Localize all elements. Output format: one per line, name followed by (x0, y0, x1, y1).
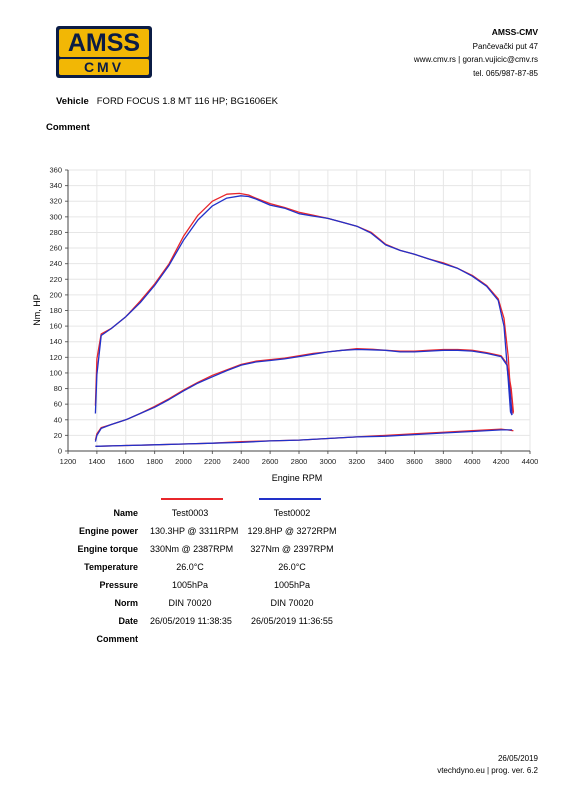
legend-line-test1 (161, 498, 223, 500)
results-cell-test2: Test0002 (273, 508, 311, 518)
company-phone: tel. 065/987-87-85 (473, 68, 538, 78)
results-row-label: Norm (114, 598, 138, 608)
vehicle-value: FORD FOCUS 1.8 MT 116 HP; BG1606EK (96, 96, 279, 107)
results-cell-test1: 26/05/2019 11:38:35 (150, 616, 232, 626)
x-tick-label: 2800 (291, 457, 308, 466)
x-tick-label: 4400 (522, 457, 539, 466)
results-cell-test1: 26.0°C (176, 562, 204, 572)
footer: 26/05/2019 vtechdyno.eu | prog. ver. 6.2 (437, 753, 538, 777)
x-tick-label: 2200 (204, 457, 221, 466)
y-tick-label: 240 (49, 259, 62, 268)
company-logo: AMSS CMV (56, 26, 152, 78)
y-tick-label: 100 (49, 368, 62, 377)
x-tick-label: 2600 (262, 457, 279, 466)
series-line-torque-test1 (94, 192, 515, 414)
results-cell-test2: 327Nm @ 2397RPM (250, 544, 334, 554)
results-cell-test2: 129.8HP @ 3272RPM (247, 526, 337, 536)
vehicle-label: Vehicle (56, 96, 89, 107)
results-row-label: Engine torque (77, 544, 139, 554)
results-row-label: Name (113, 508, 138, 518)
results-row-label: Comment (96, 634, 138, 644)
y-tick-label: 280 (49, 228, 62, 237)
x-tick-label: 1200 (60, 457, 77, 466)
results-cell-test1: 1005hPa (171, 580, 209, 590)
results-cell-test1: Test0003 (171, 508, 209, 518)
vehicle-line: Vehicle FORD FOCUS 1.8 MT 116 HP; BG1606E… (56, 96, 278, 107)
results-cell-test1: 130.3HP @ 3311RPM (150, 526, 239, 536)
x-tick-label: 1600 (117, 457, 134, 466)
results-row-label: Temperature (84, 562, 138, 572)
y-tick-label: 220 (49, 275, 62, 284)
x-tick-label: 2400 (233, 457, 250, 466)
y-tick-label: 160 (49, 322, 62, 331)
y-tick-label: 200 (49, 290, 62, 299)
logo-top-text: AMSS (59, 29, 149, 57)
y-tick-label: 360 (49, 166, 62, 175)
logo-bottom-text: CMV (59, 59, 149, 75)
company-web: www.cmv.rs | goran.vujicic@cmv.rs (413, 55, 538, 64)
chart-grid (67, 169, 531, 452)
company-address: Pančevački put 47 (472, 41, 538, 51)
results-cell-test2: 1005hPa (273, 580, 311, 590)
y-tick-label: 120 (49, 353, 62, 362)
x-tick-label: 3800 (435, 457, 452, 466)
y-tick-label: 40 (54, 415, 62, 424)
series-line-loss-test2 (95, 429, 512, 447)
y-tick-label: 300 (49, 212, 62, 221)
comment-label: Comment (46, 122, 90, 133)
y-tick-label: 60 (54, 400, 62, 409)
series-line-torque-test2 (94, 195, 513, 416)
results-cell-test2: 26.0°C (278, 562, 306, 572)
results-cell-test1: 330Nm @ 2387RPM (150, 544, 234, 554)
x-tick-label: 1400 (89, 457, 106, 466)
x-tick-label: 4000 (464, 457, 481, 466)
x-axis-label: Engine RPM (272, 473, 323, 483)
x-tick-label: 3600 (406, 457, 423, 466)
legend-line-test2 (259, 498, 321, 500)
x-tick-label: 3000 (320, 457, 337, 466)
results-row-label: Engine power (78, 526, 138, 536)
results-row-label: Date (118, 616, 138, 626)
results-cell-test2: DIN 70020 (270, 598, 314, 608)
results-cell-test1: DIN 70020 (168, 598, 212, 608)
x-tick-label: 1800 (146, 457, 163, 466)
y-tick-label: 180 (49, 306, 62, 315)
x-tick-label: 3400 (377, 457, 394, 466)
dyno-chart: 1200 1400 1600 1800 2000 2200 2400 2600 2800 3000… (32, 166, 538, 484)
results-cell-test2: 26/05/2019 11:36:55 (251, 616, 333, 626)
y-tick-label: 340 (49, 181, 62, 190)
y-tick-label: 260 (49, 244, 62, 253)
y-tick-label: 20 (54, 431, 62, 440)
y-tick-label: 0 (58, 447, 62, 456)
footer-date: 26/05/2019 (497, 754, 538, 763)
x-tick-label: 3200 (348, 457, 365, 466)
y-tick-label: 140 (49, 337, 62, 346)
y-tick-label: 320 (49, 197, 62, 206)
series-line-power-test2 (94, 348, 513, 442)
y-axis-label: Nm, HP (32, 294, 42, 326)
series-line-loss-test1 (95, 428, 514, 447)
x-tick-label: 2000 (175, 457, 192, 466)
chart-ticks: 1200 1400 1600 1800 2000 2200 2400 2600 2800 3000… (49, 166, 538, 467)
results-row-label: Pressure (99, 580, 138, 590)
series-line-power-test1 (94, 348, 515, 441)
x-tick-label: 4200 (493, 457, 510, 466)
company-name: AMSS-CMV (491, 27, 538, 37)
chart-series (94, 192, 515, 447)
company-info: AMSS-CMV Pančevački put 47 www.cmv.rs | … (414, 26, 538, 80)
y-tick-label: 80 (54, 384, 62, 393)
footer-program: vtechdyno.eu | prog. ver. 6.2 (437, 766, 538, 775)
